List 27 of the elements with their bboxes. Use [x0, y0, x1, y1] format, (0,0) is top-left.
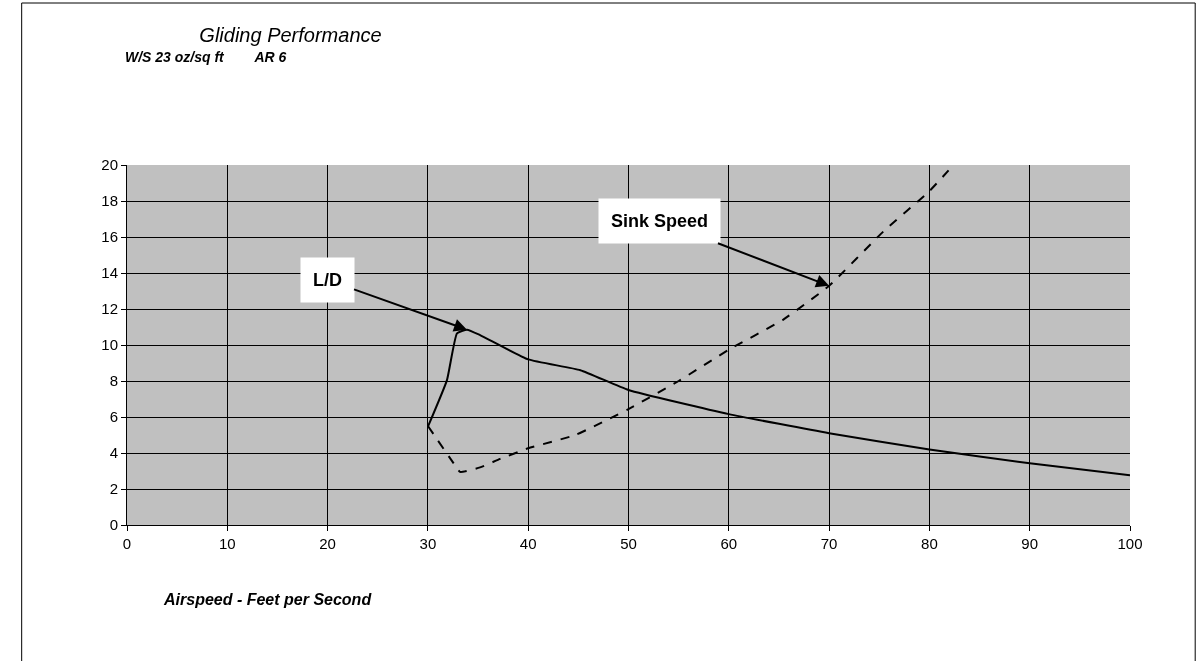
- x-tick-label: 0: [122, 535, 132, 552]
- annotation: Sink Speed: [611, 211, 709, 231]
- y-tick-label: 8: [109, 372, 118, 390]
- y-tick-label: 16: [101, 228, 118, 246]
- y-tick-label: 6: [109, 408, 118, 426]
- y-tick-label: 0: [109, 516, 118, 534]
- x-tick-label: 80: [921, 535, 938, 552]
- x-tick-label: 100: [1117, 535, 1143, 552]
- x-tick-label: 70: [820, 535, 838, 552]
- x-tick-label: 10: [218, 535, 236, 552]
- y-tick-label: 2: [109, 480, 118, 498]
- x-tick-label: 20: [319, 535, 336, 552]
- y-tick-label: 4: [109, 444, 118, 462]
- y-tick-label: 10: [101, 336, 118, 354]
- annotation: L/D: [313, 270, 342, 290]
- x-tick-label: 60: [720, 535, 738, 552]
- y-tick-label: 20: [101, 156, 118, 174]
- x-tick-label: 50: [620, 535, 637, 552]
- chart-title: Gliding Performance: [199, 24, 382, 47]
- y-tick-label: 18: [101, 192, 118, 210]
- y-tick-label: 12: [101, 300, 118, 318]
- y-tick-label: 14: [101, 264, 118, 282]
- x-tick-label: 30: [419, 535, 437, 552]
- x-axis-title: Airspeed - Feet per Second: [163, 591, 373, 608]
- x-tick-label: 40: [519, 535, 537, 552]
- chart-subtitle: W/S 23 oz/sq ft AR 6: [125, 49, 287, 65]
- x-tick-label: 90: [1021, 535, 1039, 552]
